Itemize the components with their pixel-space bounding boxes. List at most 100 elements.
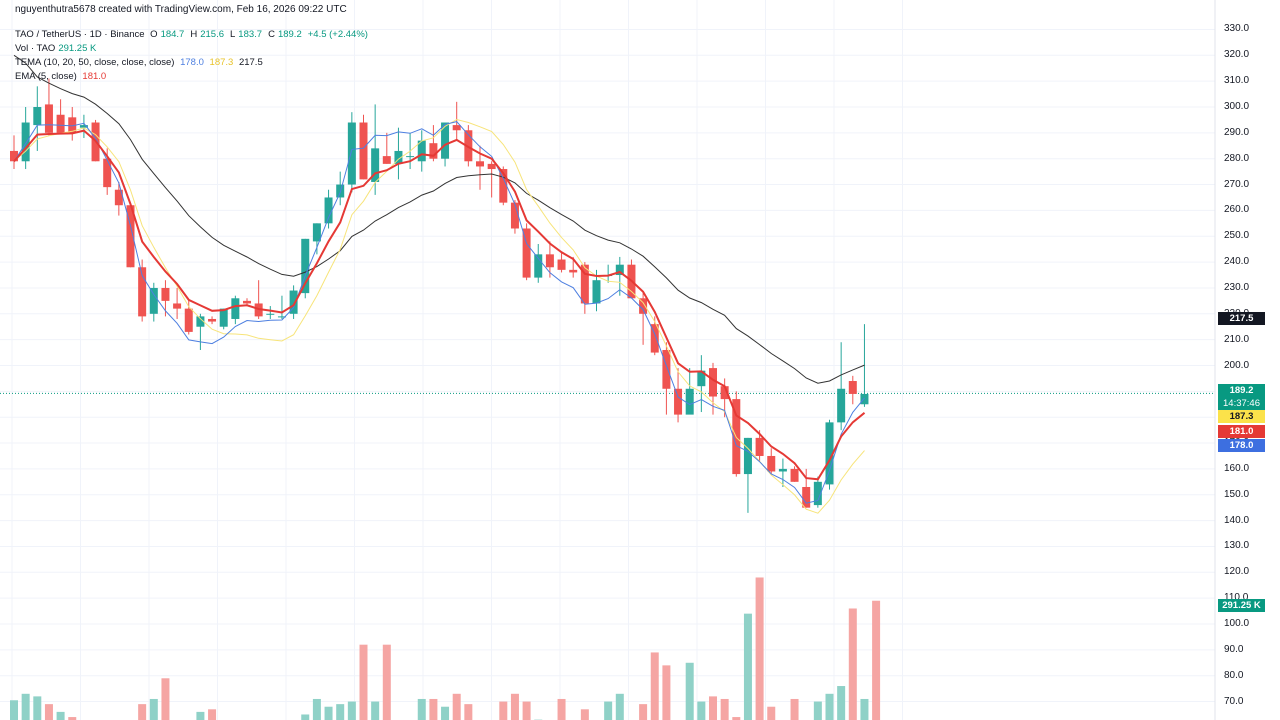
volume-bar (324, 706, 333, 720)
ohlc-values: O 184.7 H 215.6 L 183.7 C 189.2 +4.5 (+2.44%) (150, 29, 368, 40)
volume-bar (441, 706, 450, 720)
candle-body (33, 107, 42, 126)
price-tick: 160.0 (1224, 462, 1250, 474)
price-tick: 300.0 (1224, 101, 1250, 112)
volume-bar (44, 704, 53, 720)
candle-body (44, 104, 53, 133)
volume-bar (464, 704, 473, 720)
legend-main[interactable]: TAO / TetherUS · 1D · Binance O 184.7 H 215… (15, 28, 374, 41)
volume-bar (755, 577, 764, 720)
price-tick: 140.0 (1224, 514, 1250, 526)
price-tick: 110.0 (1224, 592, 1249, 604)
volume-bar (56, 711, 65, 720)
volume-bar (208, 709, 217, 720)
volume-bar (10, 700, 18, 720)
volume-bar (813, 701, 822, 720)
candle-body (534, 254, 543, 278)
volume-bar (196, 711, 205, 720)
candle-body (10, 150, 18, 162)
price-tick: 70.0 (1224, 695, 1244, 707)
candle-body (639, 298, 648, 314)
volume-bar (872, 600, 881, 720)
volume-bar (767, 706, 776, 720)
chart-grid (0, 0, 1215, 720)
price-tick: 310.0 (1224, 75, 1250, 87)
candle-body (417, 140, 426, 162)
candle-body (813, 481, 822, 506)
candle-body (848, 381, 857, 394)
candle-body (860, 393, 869, 405)
volume-bar (33, 696, 42, 720)
candle-body (569, 269, 578, 273)
volume-bar (639, 704, 648, 720)
candle-body (674, 388, 683, 415)
price-tick: 100.0 (1224, 618, 1250, 629)
candle-body (371, 148, 380, 182)
volume-bar (720, 698, 729, 720)
volume-bar (452, 693, 461, 720)
candle-body (825, 422, 834, 485)
tema-10-tag: 178.0 (1218, 439, 1265, 452)
candle-body (464, 130, 473, 162)
price-tick: 240.0 (1224, 256, 1250, 268)
price-tick: 80.0 (1224, 669, 1244, 681)
chart-credit: nguyenthutra5678 created with TradingVie… (15, 4, 347, 15)
legend-volume[interactable]: Vol · TAO 291.25 K (15, 43, 97, 54)
candle-body (219, 308, 228, 327)
candle-body (709, 368, 717, 397)
candle-body (790, 468, 799, 482)
volume-bar (161, 678, 170, 720)
volume-bar (743, 613, 752, 720)
volume-bar (557, 698, 566, 720)
volume-bar (371, 701, 380, 720)
volume-bar (68, 717, 77, 720)
candle-body (499, 169, 508, 203)
volume-bar (848, 608, 857, 720)
price-tick: 290.0 (1224, 126, 1250, 138)
legend-ema[interactable]: EMA (5, close) 181.0 (15, 71, 107, 82)
candle-body (429, 143, 438, 159)
candle-body (266, 313, 275, 315)
volume-bar (301, 714, 310, 720)
legend-tema[interactable]: TEMA (10, 20, 50, close, close, close) 1… (15, 57, 263, 68)
candle-body (114, 189, 123, 206)
volume-bar (347, 701, 356, 720)
candle-body (522, 228, 531, 278)
candle-body (557, 259, 566, 270)
last-price-tag: 189.2 14:37:46 (1218, 384, 1265, 410)
candle-body (382, 156, 391, 164)
symbol-name[interactable]: TAO / TetherUS · 1D · Binance (15, 29, 145, 40)
volume-bar (837, 686, 846, 720)
candle-body (149, 287, 158, 314)
candle-body (743, 437, 752, 475)
volume-bar (522, 701, 531, 720)
volume-bar (860, 698, 869, 720)
tema-50-tag: 217.5 (1218, 312, 1265, 325)
volume-bars (10, 577, 881, 720)
volume-bar (604, 701, 613, 720)
candle-body (231, 298, 240, 319)
candle-body (697, 370, 706, 387)
volume-bar (429, 698, 438, 720)
volume-bar (312, 698, 321, 720)
volume-bar (138, 704, 147, 720)
ema-5-line (13, 129, 866, 481)
price-tick: 260.0 (1224, 204, 1250, 216)
volume-bar (650, 652, 659, 720)
volume-bar (615, 693, 624, 720)
candle-body (289, 290, 298, 314)
candle-body (347, 122, 356, 185)
volume-bar (580, 709, 589, 720)
candle-body (56, 114, 65, 133)
price-tick: 330.0 (1224, 23, 1250, 35)
candle-body (312, 223, 321, 242)
candle-body (685, 388, 694, 415)
price-tick: 250.0 (1224, 230, 1250, 242)
price-tick: 270.0 (1224, 178, 1250, 190)
candle-body (173, 303, 182, 309)
candle-body (359, 122, 368, 180)
candle-body (126, 205, 135, 268)
candle-body (406, 156, 415, 158)
price-tick: 280.0 (1224, 152, 1250, 164)
